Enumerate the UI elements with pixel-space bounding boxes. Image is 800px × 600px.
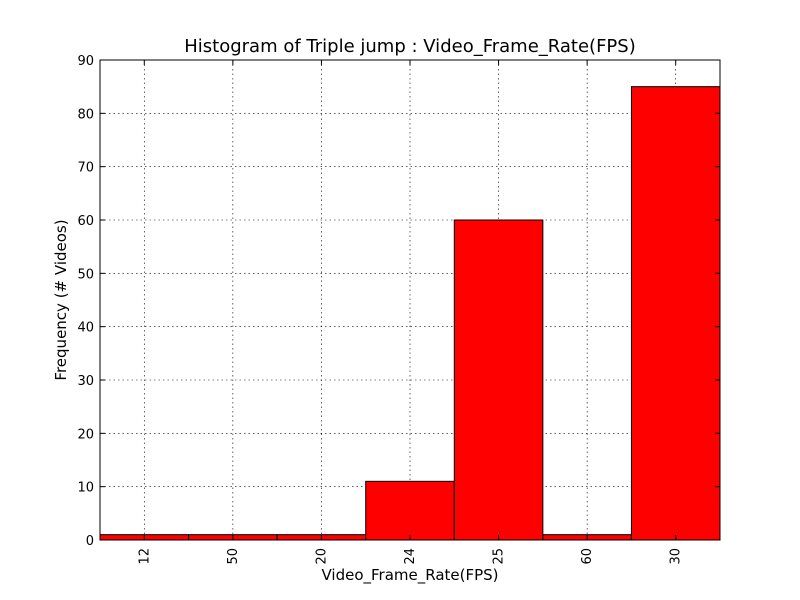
- y-tick-label: 60: [77, 214, 94, 229]
- y-tick-label: 90: [77, 54, 94, 69]
- y-ticks: 0 10 20 30 40 50 60 70 80 90: [77, 54, 720, 549]
- y-tick-label: 30: [77, 374, 94, 389]
- x-tick-label: 60: [580, 548, 595, 565]
- bar-24: [365, 480, 455, 541]
- x-tick-label: 20: [314, 548, 329, 565]
- x-tick-label: 30: [669, 548, 684, 565]
- x-tick-label: 25: [492, 548, 507, 565]
- bars: [99, 86, 721, 541]
- y-tick-label: 40: [77, 321, 94, 336]
- y-tick-label: 0: [86, 534, 94, 549]
- y-tick-label: 70: [77, 161, 94, 176]
- y-tick-label: 10: [77, 481, 94, 496]
- bar-25: [453, 219, 544, 541]
- chart-title: Histogram of Triple jump : Video_Frame_R…: [184, 36, 636, 57]
- x-tick-label: 12: [137, 548, 152, 565]
- y-tick-label: 50: [77, 267, 94, 282]
- y-tick-label: 80: [77, 107, 94, 122]
- bar-30: [630, 86, 721, 541]
- x-ticks: 12 50 20 24 25 60 30: [137, 60, 684, 565]
- y-axis-label: Frequency (# Videos): [52, 219, 70, 380]
- y-tick-label: 20: [77, 427, 94, 442]
- x-axis-label: Video_Frame_Rate(FPS): [321, 566, 498, 585]
- x-tick-label: 24: [403, 548, 418, 565]
- x-tick-label: 50: [226, 548, 241, 565]
- grid: [100, 59, 720, 541]
